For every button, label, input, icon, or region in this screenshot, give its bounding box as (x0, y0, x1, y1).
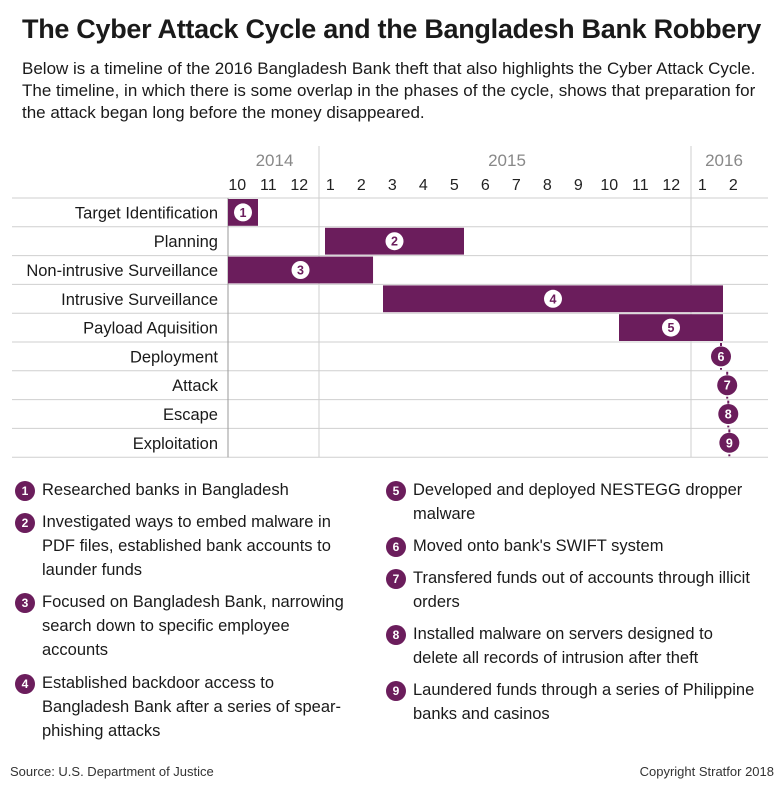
phase-label: Payload Aquisition (83, 320, 218, 338)
note-marker: 9 (386, 681, 406, 701)
month-label: 7 (512, 177, 521, 194)
phase-marker (385, 232, 404, 251)
phase-marker-label: 1 (240, 206, 247, 220)
phase-label: Deployment (130, 348, 218, 366)
phase-point-label: 9 (726, 436, 733, 450)
phase-label: Non-intrusive Surveillance (26, 262, 218, 280)
month-label: 11 (260, 177, 277, 194)
phase-marker-label: 5 (668, 321, 675, 335)
month-label: 10 (228, 177, 246, 194)
note-text: Investigated ways to embed malware in PD… (42, 513, 331, 579)
phase-marker (291, 261, 310, 279)
chart-title: The Cyber Attack Cycle and the Banglades… (22, 14, 761, 44)
phase-label: Attack (172, 377, 219, 395)
note-marker: 6 (386, 537, 406, 557)
note-text: Moved onto bank's SWIFT system (413, 537, 664, 555)
month-label: 9 (574, 177, 583, 194)
month-label: 2 (729, 177, 738, 194)
note-item: 4 Established backdoor access to Banglad… (15, 671, 345, 743)
note-text: Transfered funds out of accounts through… (413, 569, 750, 611)
note-item: 6 Moved onto bank's SWIFT system (386, 534, 756, 558)
phase-point (711, 346, 731, 367)
note-item: 8 Installed malware on servers designed … (386, 622, 756, 670)
phase-point-label: 8 (725, 408, 732, 422)
note-text: Researched banks in Bangladesh (42, 481, 289, 499)
note-item: 2 Investigated ways to embed malware in … (15, 510, 365, 582)
note-item: 1 Researched banks in Bangladesh (15, 478, 365, 502)
note-marker: 1 (15, 481, 35, 501)
note-item: 9 Laundered funds through a series of Ph… (386, 678, 756, 726)
month-label: 12 (290, 177, 308, 194)
month-label: 11 (632, 177, 649, 194)
copyright-note: Copyright Stratfor 2018 (639, 764, 774, 779)
phase-label: Exploitation (133, 435, 218, 453)
note-item: 5 Developed and deployed NESTEGG dropper… (386, 478, 746, 526)
phase-marker-label: 4 (550, 292, 557, 306)
note-marker: 4 (15, 674, 35, 694)
phase-marker (544, 289, 562, 308)
month-label: 1 (326, 177, 335, 194)
phase-label: Target Identification (75, 204, 218, 222)
month-label: 10 (600, 177, 618, 194)
phase-marker (662, 318, 680, 337)
month-label: 8 (543, 177, 552, 194)
note-item: 3 Focused on Bangladesh Bank, narrowing … (15, 590, 345, 662)
month-label: 5 (450, 177, 459, 194)
note-marker: 3 (15, 593, 35, 613)
phase-marker-label: 2 (391, 235, 398, 249)
note-text: Established backdoor access to Banglades… (42, 674, 342, 740)
month-label: 12 (662, 177, 680, 194)
phase-marker (234, 203, 252, 222)
month-label: 4 (419, 177, 428, 194)
month-label: 6 (481, 177, 490, 194)
year-label: 2015 (488, 151, 526, 170)
note-text: Laundered funds through a series of Phil… (413, 681, 755, 723)
phase-point (719, 432, 740, 453)
year-label: 2014 (256, 151, 294, 170)
phase-label: Escape (163, 406, 218, 424)
phase-point (718, 404, 739, 424)
year-label: 2016 (705, 151, 743, 170)
month-label: 3 (388, 177, 397, 194)
legend-notes: 1 Researched banks in Bangladesh 2 Inves… (0, 475, 784, 755)
phase-marker-label: 3 (297, 264, 304, 278)
note-text: Focused on Bangladesh Bank, narrowing se… (42, 593, 344, 659)
phase-label: Planning (154, 233, 218, 251)
chart-subtitle: Below is a timeline of the 2016 Banglade… (22, 59, 756, 122)
note-marker: 5 (386, 481, 406, 501)
phase-point (717, 375, 738, 396)
month-label: 1 (698, 177, 707, 194)
phase-point-label: 7 (724, 379, 731, 393)
note-item: 7 Transfered funds out of accounts throu… (386, 566, 756, 614)
month-label: 2 (357, 177, 366, 194)
note-marker: 7 (386, 569, 406, 589)
note-text: Developed and deployed NESTEGG dropper m… (413, 481, 743, 523)
note-marker: 2 (15, 513, 35, 533)
note-marker: 8 (386, 625, 406, 645)
phase-point-label: 6 (718, 350, 725, 364)
source-note: Source: U.S. Department of Justice (10, 764, 214, 779)
phase-label: Intrusive Surveillance (61, 291, 218, 309)
note-text: Installed malware on servers designed to… (413, 625, 713, 667)
